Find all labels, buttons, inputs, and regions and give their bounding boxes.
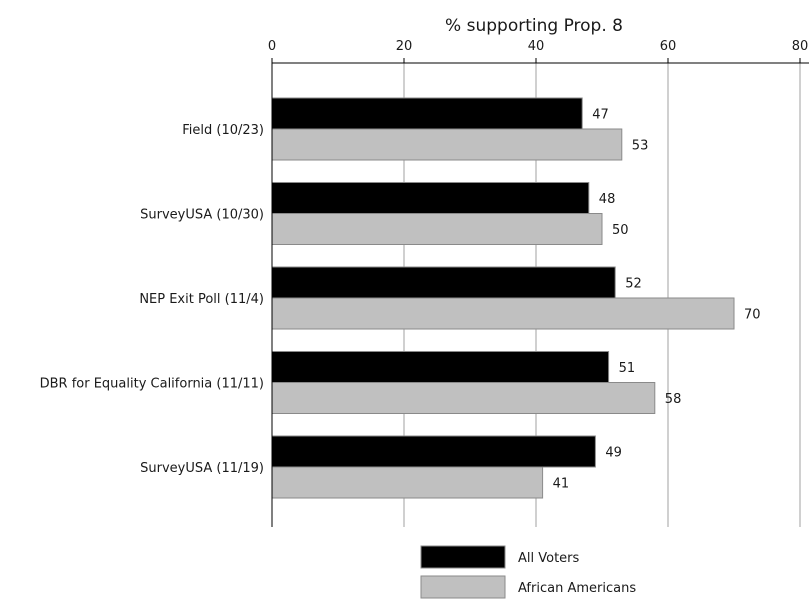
category-label: SurveyUSA (10/30) [140, 208, 264, 223]
category-labels: Field (10/23) SurveyUSA (10/30) NEP Exit P… [40, 123, 264, 476]
data-labels: 47 53 48 50 52 70 51 58 49 41 [553, 108, 761, 492]
x-tick-label: 80 [792, 39, 809, 54]
category-label: SurveyUSA (11/19) [140, 461, 264, 476]
data-label: 49 [605, 446, 622, 461]
bars [271, 97, 735, 499]
bar [271, 266, 616, 299]
data-label: 52 [625, 277, 642, 292]
data-label: 41 [553, 477, 570, 492]
axes [271, 62, 809, 527]
data-label: 53 [632, 139, 649, 154]
x-tick-label: 60 [660, 39, 677, 54]
bar [271, 297, 735, 330]
bar [271, 435, 596, 468]
legend-swatch [420, 545, 506, 569]
bar [271, 97, 583, 130]
x-tick-label: 0 [268, 39, 276, 54]
legend-label: African Americans [518, 581, 636, 596]
x-tick-label: 20 [396, 39, 413, 54]
bar [271, 351, 610, 383]
category-label: Field (10/23) [182, 123, 264, 138]
x-axis-title: % supporting Prop. 8 [445, 16, 623, 36]
category-label: DBR for Equality California (11/11) [40, 377, 264, 392]
data-label: 48 [599, 192, 616, 207]
legend-swatch [420, 575, 506, 599]
data-label: 58 [665, 392, 682, 407]
data-label: 50 [612, 223, 629, 238]
legend: All Voters African Americans [420, 545, 636, 599]
bar [271, 466, 544, 499]
x-tick-labels: 0 20 40 60 80 [268, 39, 808, 63]
bar [271, 382, 656, 414]
bar [271, 182, 590, 214]
x-tick-label: 40 [528, 39, 545, 54]
data-label: 51 [619, 361, 636, 376]
data-label: 47 [592, 108, 609, 123]
legend-label: All Voters [518, 551, 580, 566]
bar [271, 213, 603, 245]
data-label: 70 [744, 308, 761, 323]
bar [271, 128, 623, 161]
category-label: NEP Exit Poll (11/4) [139, 292, 264, 307]
